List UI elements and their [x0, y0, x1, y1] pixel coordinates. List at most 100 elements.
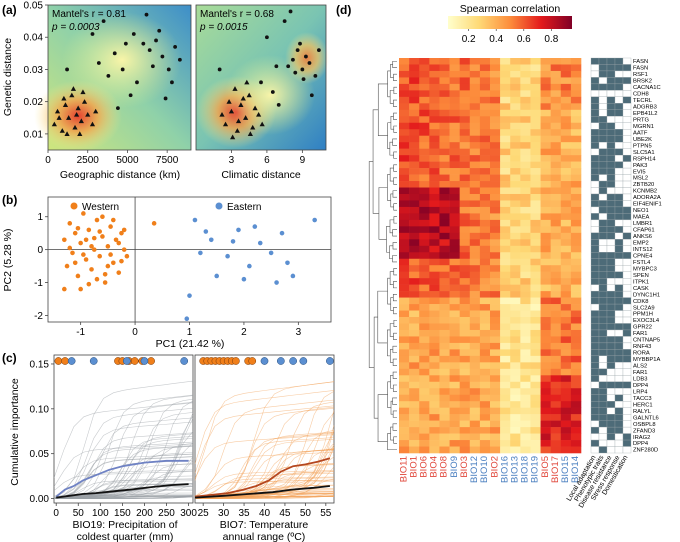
- heatmap-cell: [479, 258, 491, 266]
- heatmap-cell: [409, 161, 420, 169]
- panel-label-a: (a): [2, 3, 17, 17]
- annotation-cell: [590, 278, 600, 285]
- heatmap-cell: [399, 232, 410, 240]
- heatmap-cell: [409, 342, 420, 350]
- heatmap-cell: [510, 317, 521, 324]
- heatmap-cell: [459, 181, 471, 188]
- dendrogram-branch: [392, 423, 397, 431]
- heatmap-cell: [490, 232, 501, 240]
- heatmap-cell: [439, 129, 450, 137]
- heatmap-cell: [540, 362, 551, 370]
- annotation-cell: [598, 375, 608, 382]
- eastern-point: [198, 250, 203, 256]
- heatmap-cell: [550, 446, 562, 454]
- heatmap-cell: [500, 135, 511, 143]
- y-tick-label: 1: [37, 212, 43, 223]
- heatmap-cell: [490, 414, 501, 421]
- heatmap-cell: [490, 181, 501, 188]
- heatmap-cell: [520, 129, 531, 137]
- heatmap-cell: [409, 129, 420, 137]
- dendrogram-branch: [393, 307, 397, 315]
- heatmap-cell: [479, 226, 491, 234]
- heatmap-cell: [399, 226, 410, 234]
- heatmap-cell: [510, 446, 521, 454]
- heatmap-cell: [550, 427, 562, 434]
- heatmap-cell: [550, 181, 562, 188]
- annotation-cell: [606, 407, 616, 415]
- annotation-cell: [622, 355, 632, 363]
- heatmap-cell: [429, 317, 440, 324]
- annotation-cell: [590, 90, 600, 98]
- heatmap-cell: [530, 291, 541, 298]
- heatmap-cell: [560, 349, 572, 357]
- column-label: BIO3: [459, 456, 470, 478]
- western-point: [91, 247, 97, 252]
- heatmap-cell: [459, 187, 471, 195]
- circle-point: [65, 67, 69, 72]
- heatmap-cell: [439, 388, 450, 396]
- heatmap-cell: [500, 265, 511, 272]
- heatmap-cell: [530, 200, 541, 208]
- dendrogram-branch: [393, 86, 397, 94]
- heatmap-cell: [490, 440, 501, 447]
- heatmap-cell: [459, 161, 471, 169]
- heatmap-cell: [490, 58, 501, 65]
- heatmap-cell: [530, 401, 541, 408]
- heatmap-cell: [520, 148, 531, 156]
- circle-point: [300, 67, 305, 72]
- legend-marker-western: [70, 202, 78, 210]
- annotation-cell: [622, 394, 632, 402]
- heatmap-cell: [530, 440, 541, 447]
- annotation-cell: [622, 401, 632, 408]
- heatmap-cell: [520, 278, 531, 285]
- heatmap-cell: [449, 362, 460, 370]
- heatmap-cell: [449, 109, 460, 117]
- heatmap-cell: [439, 148, 450, 156]
- heatmap-cell: [459, 291, 471, 298]
- heatmap-cell: [490, 433, 501, 441]
- heatmap-cell: [550, 122, 562, 130]
- heatmap-cell: [570, 355, 582, 363]
- heatmap-cell: [469, 291, 481, 298]
- heatmap-cell: [520, 213, 531, 221]
- snp-cumulative-curve: [194, 405, 335, 474]
- eastern-point: [312, 217, 317, 223]
- heatmap-cell: [459, 174, 471, 182]
- x-tick-label: 7500: [156, 155, 179, 166]
- heatmap-cell: [469, 433, 481, 441]
- heatmap-cell: [560, 368, 572, 376]
- heatmap-cell: [490, 187, 501, 195]
- heatmap-cell: [520, 407, 531, 415]
- heatmap-cell: [510, 129, 521, 137]
- heatmap-cell: [510, 284, 521, 292]
- heatmap-cell: [520, 155, 531, 162]
- heatmap-cell: [520, 271, 531, 279]
- annotation-cell: [598, 77, 608, 85]
- heatmap-cell: [449, 200, 460, 208]
- heatmap-cell: [570, 90, 582, 98]
- heatmap-cell: [520, 109, 531, 117]
- circle-point: [295, 48, 300, 53]
- annotation-cell: [598, 206, 608, 214]
- row-label: MYBBP1A: [633, 357, 661, 363]
- snp-cumulative-curve: [53, 453, 194, 497]
- western-point: [97, 253, 103, 259]
- cumulative-importance-lines: [53, 380, 194, 499]
- heatmap-cell: [500, 116, 511, 124]
- heatmap-cell: [550, 407, 562, 415]
- heatmap-cell: [520, 440, 531, 447]
- annotation-cell: [590, 187, 600, 195]
- heatmap-cell: [560, 213, 572, 221]
- annotation-cell: [614, 252, 624, 259]
- annotation-cell: [622, 109, 632, 117]
- eastern-point: [290, 273, 296, 279]
- heatmap-cell: [479, 407, 491, 415]
- heatmap-cell: [520, 265, 531, 272]
- annotation-cell: [598, 167, 608, 175]
- heatmap-cell: [409, 355, 420, 363]
- triangle-point: [226, 99, 232, 104]
- heatmap-cell: [449, 388, 460, 396]
- annotation-cell: [590, 439, 600, 447]
- heatmap-cell: [399, 381, 410, 389]
- heatmap-cell: [479, 200, 491, 208]
